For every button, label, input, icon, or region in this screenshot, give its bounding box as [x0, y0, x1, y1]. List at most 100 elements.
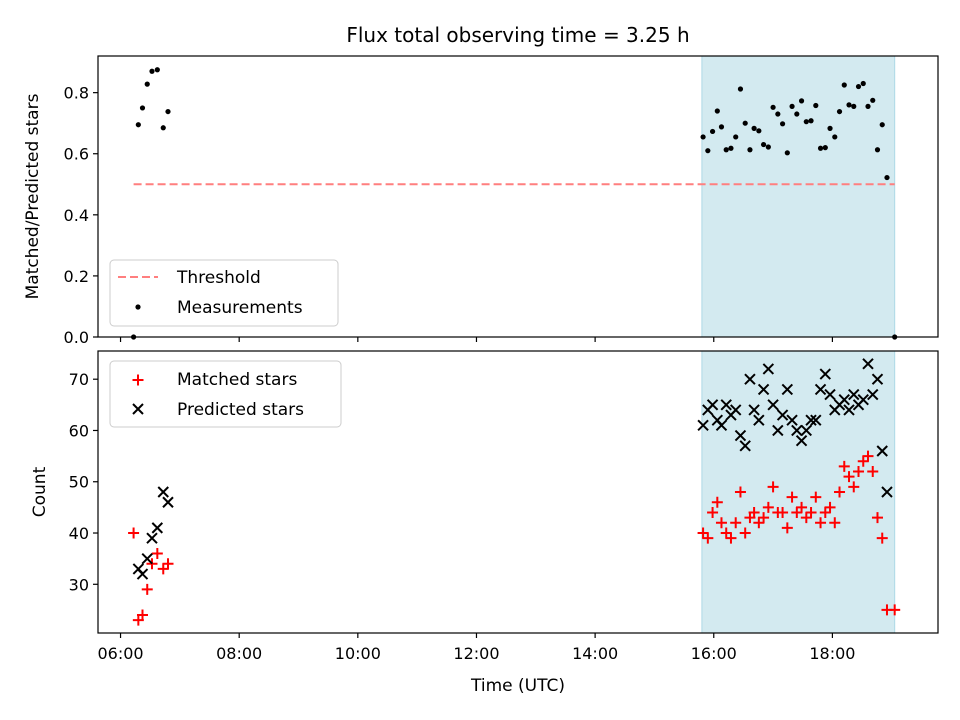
- measurements-legend-marker: [135, 304, 141, 310]
- matched-star-point: [725, 532, 737, 544]
- measurement-point: [832, 134, 838, 140]
- measurement-point: [770, 104, 776, 110]
- matched-stars-series: [128, 450, 901, 626]
- observing-span: [701, 350, 896, 634]
- measurement-point: [742, 120, 748, 126]
- x-tick-label: 08:00: [216, 644, 262, 663]
- predicted-star-point: [862, 358, 874, 370]
- measurement-point: [705, 148, 711, 154]
- measurement-point: [737, 86, 744, 92]
- matched-legend-label: Matched stars: [177, 370, 297, 390]
- matched-star-point: [824, 501, 836, 513]
- bottom-legend: Matched stars Predicted stars: [109, 360, 342, 428]
- chart-title: Flux total observing time = 3.25 h: [346, 23, 689, 47]
- predicted-star-point: [814, 383, 827, 396]
- matched-star-point: [800, 512, 812, 524]
- top-y-ticks: 0.0 0.2 0.4 0.6 0.8: [64, 84, 98, 347]
- measurement-point: [165, 108, 171, 115]
- predicted-star-point: [757, 383, 770, 396]
- matched-star-point: [720, 527, 732, 539]
- predicted-star-point: [146, 532, 158, 544]
- measurement-point: [813, 102, 819, 109]
- top-observing-span: [701, 55, 896, 338]
- measurement-point: [860, 80, 866, 87]
- measurement-point: [728, 145, 734, 151]
- x-tick-label: 14:00: [572, 644, 618, 663]
- predicted-star-point: [136, 568, 149, 580]
- matched-star-point: [739, 527, 751, 539]
- bottom-y-tick-label: 70: [69, 370, 89, 389]
- matched-star-point: [734, 486, 746, 498]
- measurement-point: [870, 97, 876, 103]
- bottom-x-ticks: 06:00 08:00 10:00 12:00 14:00 16:00 18:00: [97, 633, 855, 663]
- matched-star-point: [151, 548, 163, 560]
- threshold-legend-label: Threshold: [176, 268, 261, 288]
- observing-span: [701, 55, 896, 338]
- measurement-point: [714, 108, 720, 114]
- measurement-point: [827, 125, 833, 131]
- measurement-point: [144, 81, 150, 87]
- measurements-series: [130, 67, 898, 340]
- matched-star-point: [141, 583, 153, 595]
- matched-star-point: [796, 501, 808, 513]
- measurement-point: [851, 103, 857, 109]
- matched-star-point: [777, 507, 789, 519]
- predicted-star-point: [720, 399, 732, 411]
- top-legend-box: [109, 259, 339, 327]
- measurement-point: [798, 98, 805, 104]
- matched-star-point: [136, 609, 148, 621]
- x-axis-label: Time (UTC): [470, 676, 565, 696]
- measurement-point: [709, 128, 716, 135]
- predicted-star-point: [867, 388, 879, 401]
- predicted-star-point: [697, 419, 709, 432]
- top-legend: Threshold Measurements: [109, 259, 339, 327]
- measurement-point: [160, 125, 166, 131]
- measurement-point: [794, 111, 800, 117]
- top-axes-frame: [97, 55, 939, 338]
- predicted-star-point: [781, 383, 794, 396]
- predicted-star-point: [734, 429, 747, 442]
- matched-star-point: [707, 507, 719, 519]
- matched-star-point: [767, 481, 779, 493]
- matched-star-point: [162, 558, 174, 570]
- bottom-axes-frame: [97, 350, 939, 634]
- measurement-point: [747, 147, 753, 153]
- matched-star-point: [711, 496, 723, 508]
- matched-star-point: [748, 507, 760, 519]
- matched-star-point: [838, 460, 850, 472]
- matched-star-point: [843, 471, 855, 483]
- measurement-point: [808, 118, 814, 124]
- matched-star-point: [753, 517, 765, 529]
- matched-legend-marker: [132, 374, 144, 386]
- top-y-tick-label: 0.8: [64, 84, 89, 103]
- measurement-point: [822, 145, 828, 151]
- measurement-point: [751, 125, 757, 131]
- matched-star-point: [697, 527, 709, 539]
- predicted-star-point: [748, 404, 760, 416]
- measurement-point: [784, 150, 790, 156]
- predicted-star-point: [762, 363, 775, 375]
- matched-star-point: [791, 507, 803, 519]
- matched-star-point: [867, 465, 879, 477]
- top-y-tick-label: 0.4: [64, 206, 89, 225]
- predicted-star-point: [715, 419, 728, 432]
- x-tick-label: 18:00: [809, 644, 855, 663]
- predicted-star-point: [706, 399, 719, 411]
- bottom-observing-span: [701, 350, 896, 634]
- bottom-y-tick-label: 30: [69, 575, 89, 594]
- predicted-star-point: [162, 496, 174, 508]
- measurement-point: [884, 174, 890, 181]
- x-tick-label: 12:00: [453, 644, 499, 663]
- measurement-point: [846, 102, 852, 108]
- matched-star-point: [758, 512, 770, 524]
- measurement-point: [718, 124, 725, 130]
- matched-star-point: [848, 481, 860, 493]
- predicted-star-point: [739, 440, 751, 452]
- matched-star-point: [871, 512, 883, 524]
- matched-star-point: [762, 501, 774, 513]
- predicted-star-point: [881, 486, 893, 498]
- matched-star-point: [730, 517, 742, 529]
- matched-star-point: [781, 522, 793, 534]
- measurement-point: [756, 128, 762, 134]
- predicted-star-point: [157, 486, 169, 498]
